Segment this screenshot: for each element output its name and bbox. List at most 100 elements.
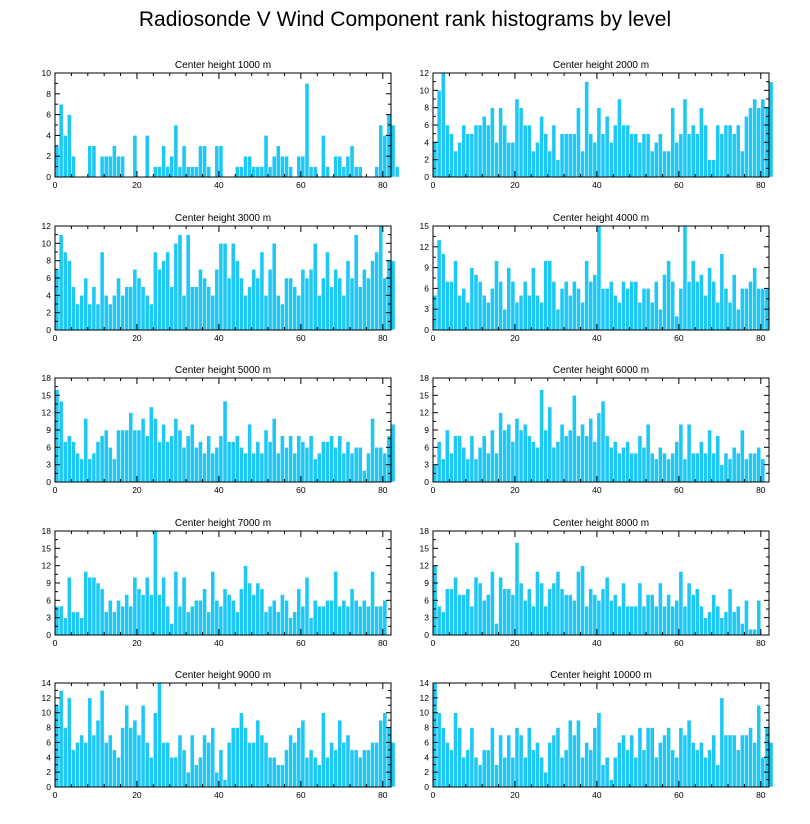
histogram-bar bbox=[337, 719, 343, 788]
histogram-bar bbox=[617, 605, 622, 636]
y-tick-label: 12 bbox=[420, 561, 430, 571]
histogram-bar bbox=[522, 281, 528, 331]
histogram-bar bbox=[353, 234, 359, 331]
histogram-panel-10: Center height 10000 m 0 20 40 60 80 0 2 4 6 8 10 12 1… bbox=[420, 670, 774, 800]
histogram-bar bbox=[666, 727, 671, 788]
histogram-bar bbox=[522, 757, 528, 788]
histogram-bar bbox=[617, 452, 622, 483]
histogram-bar bbox=[292, 452, 298, 483]
y-tick-label: 2 bbox=[424, 767, 429, 777]
histogram-bar bbox=[124, 429, 130, 483]
histogram-bar bbox=[173, 418, 179, 483]
histogram-bar bbox=[645, 423, 651, 483]
histogram-bar bbox=[641, 749, 647, 788]
histogram-bar bbox=[551, 734, 557, 788]
x-tick-label: 80 bbox=[378, 790, 388, 800]
histogram-bar bbox=[498, 734, 503, 788]
histogram-bar bbox=[449, 588, 454, 636]
histogram-bar bbox=[296, 295, 302, 331]
histogram-bar bbox=[382, 452, 388, 483]
y-tick-label: 8 bbox=[424, 723, 429, 733]
y-tick-label: 12 bbox=[42, 408, 52, 418]
histogram-bar bbox=[440, 72, 446, 178]
histogram-bar bbox=[731, 734, 737, 788]
panel-title: Center height 8000 m bbox=[553, 518, 649, 529]
histogram-bar bbox=[103, 295, 109, 331]
histogram-bar bbox=[711, 594, 716, 636]
histogram-bar bbox=[445, 124, 450, 178]
histogram-bar bbox=[699, 742, 704, 788]
histogram-bar bbox=[308, 749, 314, 788]
histogram-bar bbox=[341, 742, 347, 788]
histogram-bar bbox=[120, 429, 125, 483]
histogram-bar bbox=[625, 605, 630, 636]
x-tick-label: 40 bbox=[214, 485, 224, 495]
histogram-bar bbox=[112, 295, 117, 331]
histogram-panel-6: Center height 6000 m 0 20 40 60 80 0 3 6 9 12 15 18 bbox=[420, 365, 770, 495]
histogram-bar bbox=[563, 594, 569, 636]
histogram-bar bbox=[502, 429, 508, 483]
y-tick-label: 4 bbox=[46, 130, 51, 140]
y-tick-label: 3 bbox=[46, 460, 51, 470]
histogram-bar bbox=[547, 588, 553, 636]
histogram-bar bbox=[136, 429, 142, 483]
histogram-bar bbox=[461, 288, 467, 331]
x-tick-label: 20 bbox=[510, 333, 520, 343]
histogram-bar bbox=[473, 458, 479, 483]
histogram-bar bbox=[461, 594, 467, 636]
x-tick-label: 20 bbox=[510, 485, 520, 495]
histogram-bar bbox=[588, 749, 594, 788]
histogram-bar bbox=[136, 588, 142, 636]
histogram-bar bbox=[58, 103, 64, 178]
histogram-bar bbox=[723, 452, 729, 483]
histogram-bar bbox=[555, 727, 561, 788]
histogram-bar bbox=[465, 302, 471, 331]
histogram-bar bbox=[337, 605, 343, 636]
histogram-bar bbox=[440, 458, 446, 483]
histogram-bar bbox=[711, 734, 716, 788]
histogram-bar bbox=[514, 302, 520, 331]
y-tick-label: 0 bbox=[46, 630, 51, 640]
histogram-bar bbox=[374, 166, 379, 178]
histogram-bar bbox=[247, 423, 252, 483]
histogram-bar bbox=[494, 764, 499, 788]
histogram-bar bbox=[374, 447, 379, 483]
histogram-bar bbox=[621, 124, 626, 178]
histogram-bar bbox=[161, 576, 166, 636]
histogram-bar bbox=[284, 600, 289, 636]
histogram-bar bbox=[445, 429, 450, 483]
x-tick-label: 80 bbox=[378, 638, 388, 648]
histogram-bar bbox=[641, 605, 647, 636]
histogram-bar bbox=[694, 281, 700, 331]
histogram-bar bbox=[382, 712, 388, 788]
y-tick-label: 15 bbox=[42, 543, 52, 553]
histogram-bar bbox=[596, 600, 602, 636]
histogram-bar bbox=[153, 712, 158, 788]
histogram-bar bbox=[727, 458, 733, 483]
histogram-bar bbox=[390, 423, 396, 483]
histogram-bar bbox=[276, 452, 281, 483]
histogram-bar bbox=[592, 594, 598, 636]
histogram-bar bbox=[576, 571, 581, 636]
histogram-bar bbox=[263, 742, 269, 788]
x-tick-label: 0 bbox=[53, 790, 58, 800]
histogram-bar bbox=[436, 712, 442, 788]
y-tick-label: 6 bbox=[46, 737, 51, 747]
histogram-bar bbox=[436, 90, 442, 178]
histogram-bar bbox=[654, 757, 659, 788]
histogram-bar bbox=[735, 124, 741, 178]
histogram-bar bbox=[173, 571, 179, 636]
histogram-bar bbox=[461, 447, 467, 483]
histogram-bar bbox=[637, 727, 643, 788]
x-tick-label: 60 bbox=[674, 790, 684, 800]
histogram-bar bbox=[325, 757, 330, 788]
histogram-bar bbox=[580, 302, 585, 331]
histogram-bar bbox=[161, 260, 166, 331]
histogram-bar bbox=[226, 594, 232, 636]
histogram-bar bbox=[202, 734, 207, 788]
histogram-bar bbox=[210, 571, 216, 636]
y-tick-label: 6 bbox=[424, 442, 429, 452]
y-tick-label: 6 bbox=[46, 273, 51, 283]
histogram-bar bbox=[226, 441, 232, 483]
histogram-bar bbox=[251, 742, 257, 788]
